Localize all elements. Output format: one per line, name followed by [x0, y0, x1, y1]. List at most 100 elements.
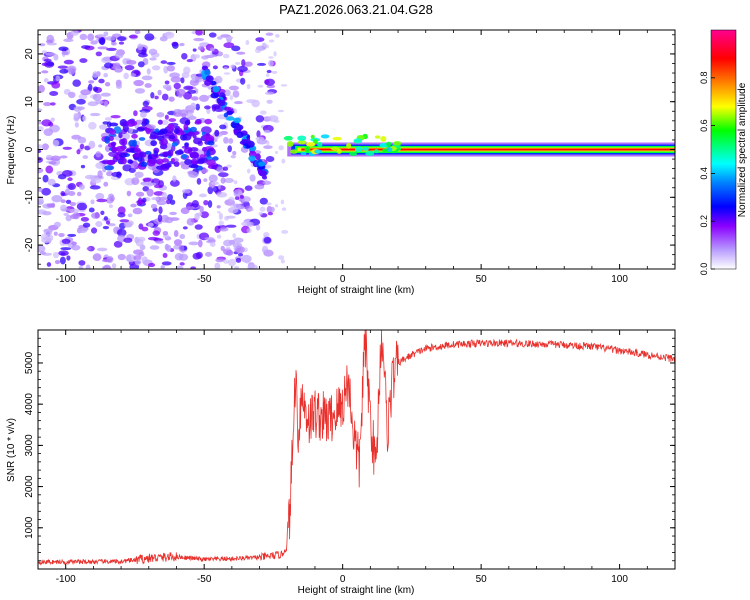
spectrogram-cell: [255, 37, 265, 42]
spectrogram-cell: [51, 194, 63, 203]
spectrogram-cell: [212, 86, 220, 93]
spectrogram-cell: [280, 84, 288, 87]
spectrogram-cell: [131, 177, 140, 186]
spectrogram-cell: [173, 109, 183, 114]
spectrogram-cell: [246, 221, 254, 227]
spectrogram-cell: [233, 265, 240, 269]
bottom-xtick-label: 50: [476, 574, 488, 585]
spectrogram-cell: [320, 134, 330, 139]
spectrogram-cell: [330, 146, 340, 151]
spectrogram-cell: [126, 119, 136, 127]
spectrogram-cell: [374, 135, 381, 139]
spectrogram-cell: [199, 154, 205, 159]
spectrogram-cell: [200, 211, 209, 219]
spectrogram-cell: [234, 61, 241, 66]
spectrogram-cell: [85, 264, 91, 269]
spectrogram-cell: [207, 200, 213, 208]
spectrogram-cell: [38, 144, 44, 149]
spectrogram-cell: [63, 212, 69, 216]
spectrogram-cell: [198, 94, 209, 102]
spectrogram-cell: [145, 127, 151, 135]
spectrogram-cell: [194, 120, 202, 125]
spectrogram-cell: [144, 83, 152, 88]
spectrogram-cell: [266, 140, 270, 146]
spectrogram-cell: [159, 128, 168, 135]
spectrogram-cell: [196, 158, 205, 165]
spectrogram-cell: [108, 204, 113, 209]
spectrogram-cell: [216, 205, 221, 209]
top-xtick-label: -100: [56, 274, 76, 285]
spectrogram-cell: [224, 106, 232, 111]
bottom-ytick-label: 2000: [24, 475, 35, 498]
spectrogram-cell: [105, 220, 111, 225]
spectrogram-cell: [78, 184, 85, 190]
spectrogram-cell: [59, 68, 69, 74]
spectrogram-cell: [79, 143, 85, 150]
spectrogram-cell: [158, 206, 163, 215]
spectrogram-cell: [265, 73, 270, 77]
spectrogram-cell: [74, 122, 79, 128]
spectrogram-cell: [82, 115, 87, 122]
spectrogram-cell: [199, 205, 204, 213]
spectrogram-cell: [169, 179, 180, 187]
spectrogram-cell: [118, 132, 123, 139]
spectrogram-cell: [84, 174, 95, 180]
spectrogram-cell: [195, 251, 203, 259]
colorbar-tick-label: 0.4: [699, 167, 709, 180]
spectrogram-cell: [38, 84, 45, 93]
top-ytick-label: 0: [24, 146, 35, 152]
spectrogram-cell: [263, 129, 271, 134]
colorbar-tick-label: 0.6: [699, 119, 709, 132]
spectrogram-cell: [155, 240, 164, 244]
spectrogram-cell: [203, 178, 208, 182]
spectrogram-cell: [263, 145, 273, 150]
spectrogram-cell: [204, 69, 211, 77]
spectrogram-cell: [106, 47, 117, 51]
spectrogram-cell: [41, 143, 49, 151]
spectrogram-cell: [207, 140, 215, 146]
spectrogram-cell: [43, 102, 52, 107]
spectrogram-cell: [226, 164, 232, 168]
spectrogram-cell: [249, 174, 256, 182]
spectrogram-cell: [201, 55, 209, 60]
spectrogram-cell: [264, 91, 275, 95]
spectrogram-cell: [156, 112, 165, 118]
top-xtick-label: 0: [340, 274, 346, 285]
spectrogram-cell: [96, 247, 108, 252]
spectrogram-cell: [168, 118, 177, 122]
spectrogram-cell: [218, 220, 224, 226]
spectrogram-cell: [225, 224, 237, 228]
spectrogram-cell: [60, 191, 66, 197]
spectrogram-cell: [60, 247, 72, 251]
spectrogram-cell: [219, 227, 229, 232]
spectrogram-cell: [42, 211, 52, 216]
spectrogram-cell: [46, 262, 52, 267]
spectrogram-cell: [210, 181, 219, 186]
bottom-xtick-label: -50: [197, 574, 212, 585]
spectrogram-cell: [240, 77, 246, 85]
spectrogram-cell: [70, 214, 79, 220]
spectrogram-cell: [96, 198, 108, 203]
spectrogram-cell: [79, 33, 88, 41]
spectrogram-cell: [171, 41, 179, 49]
spectrogram-cell: [187, 170, 196, 175]
spectrogram-cell: [210, 47, 215, 52]
spectrogram-cell: [126, 254, 132, 262]
spectrogram-cell: [162, 252, 168, 259]
spectrogram-cell: [142, 118, 147, 125]
spectrogram-cell: [137, 61, 145, 68]
spectrogram-cell: [210, 92, 220, 99]
spectrogram-cell: [38, 43, 46, 47]
spectrogram-cell: [76, 191, 82, 197]
spectrogram-cell: [217, 184, 221, 190]
spectrogram-cell: [214, 129, 220, 137]
spectrogram-cell: [38, 149, 42, 154]
spectrogram-cell: [164, 216, 174, 224]
colorbar-ticks: 0.0 0.2 0.4 0.6 0.8: [699, 72, 715, 275]
spectrogram-cell: [186, 217, 195, 226]
spectrogram-cell: [41, 187, 52, 196]
spectrogram-cell: [168, 96, 175, 102]
spectrogram-cell: [73, 112, 79, 118]
spectrogram-cell: [154, 95, 159, 100]
spectrogram-cell: [144, 150, 152, 155]
